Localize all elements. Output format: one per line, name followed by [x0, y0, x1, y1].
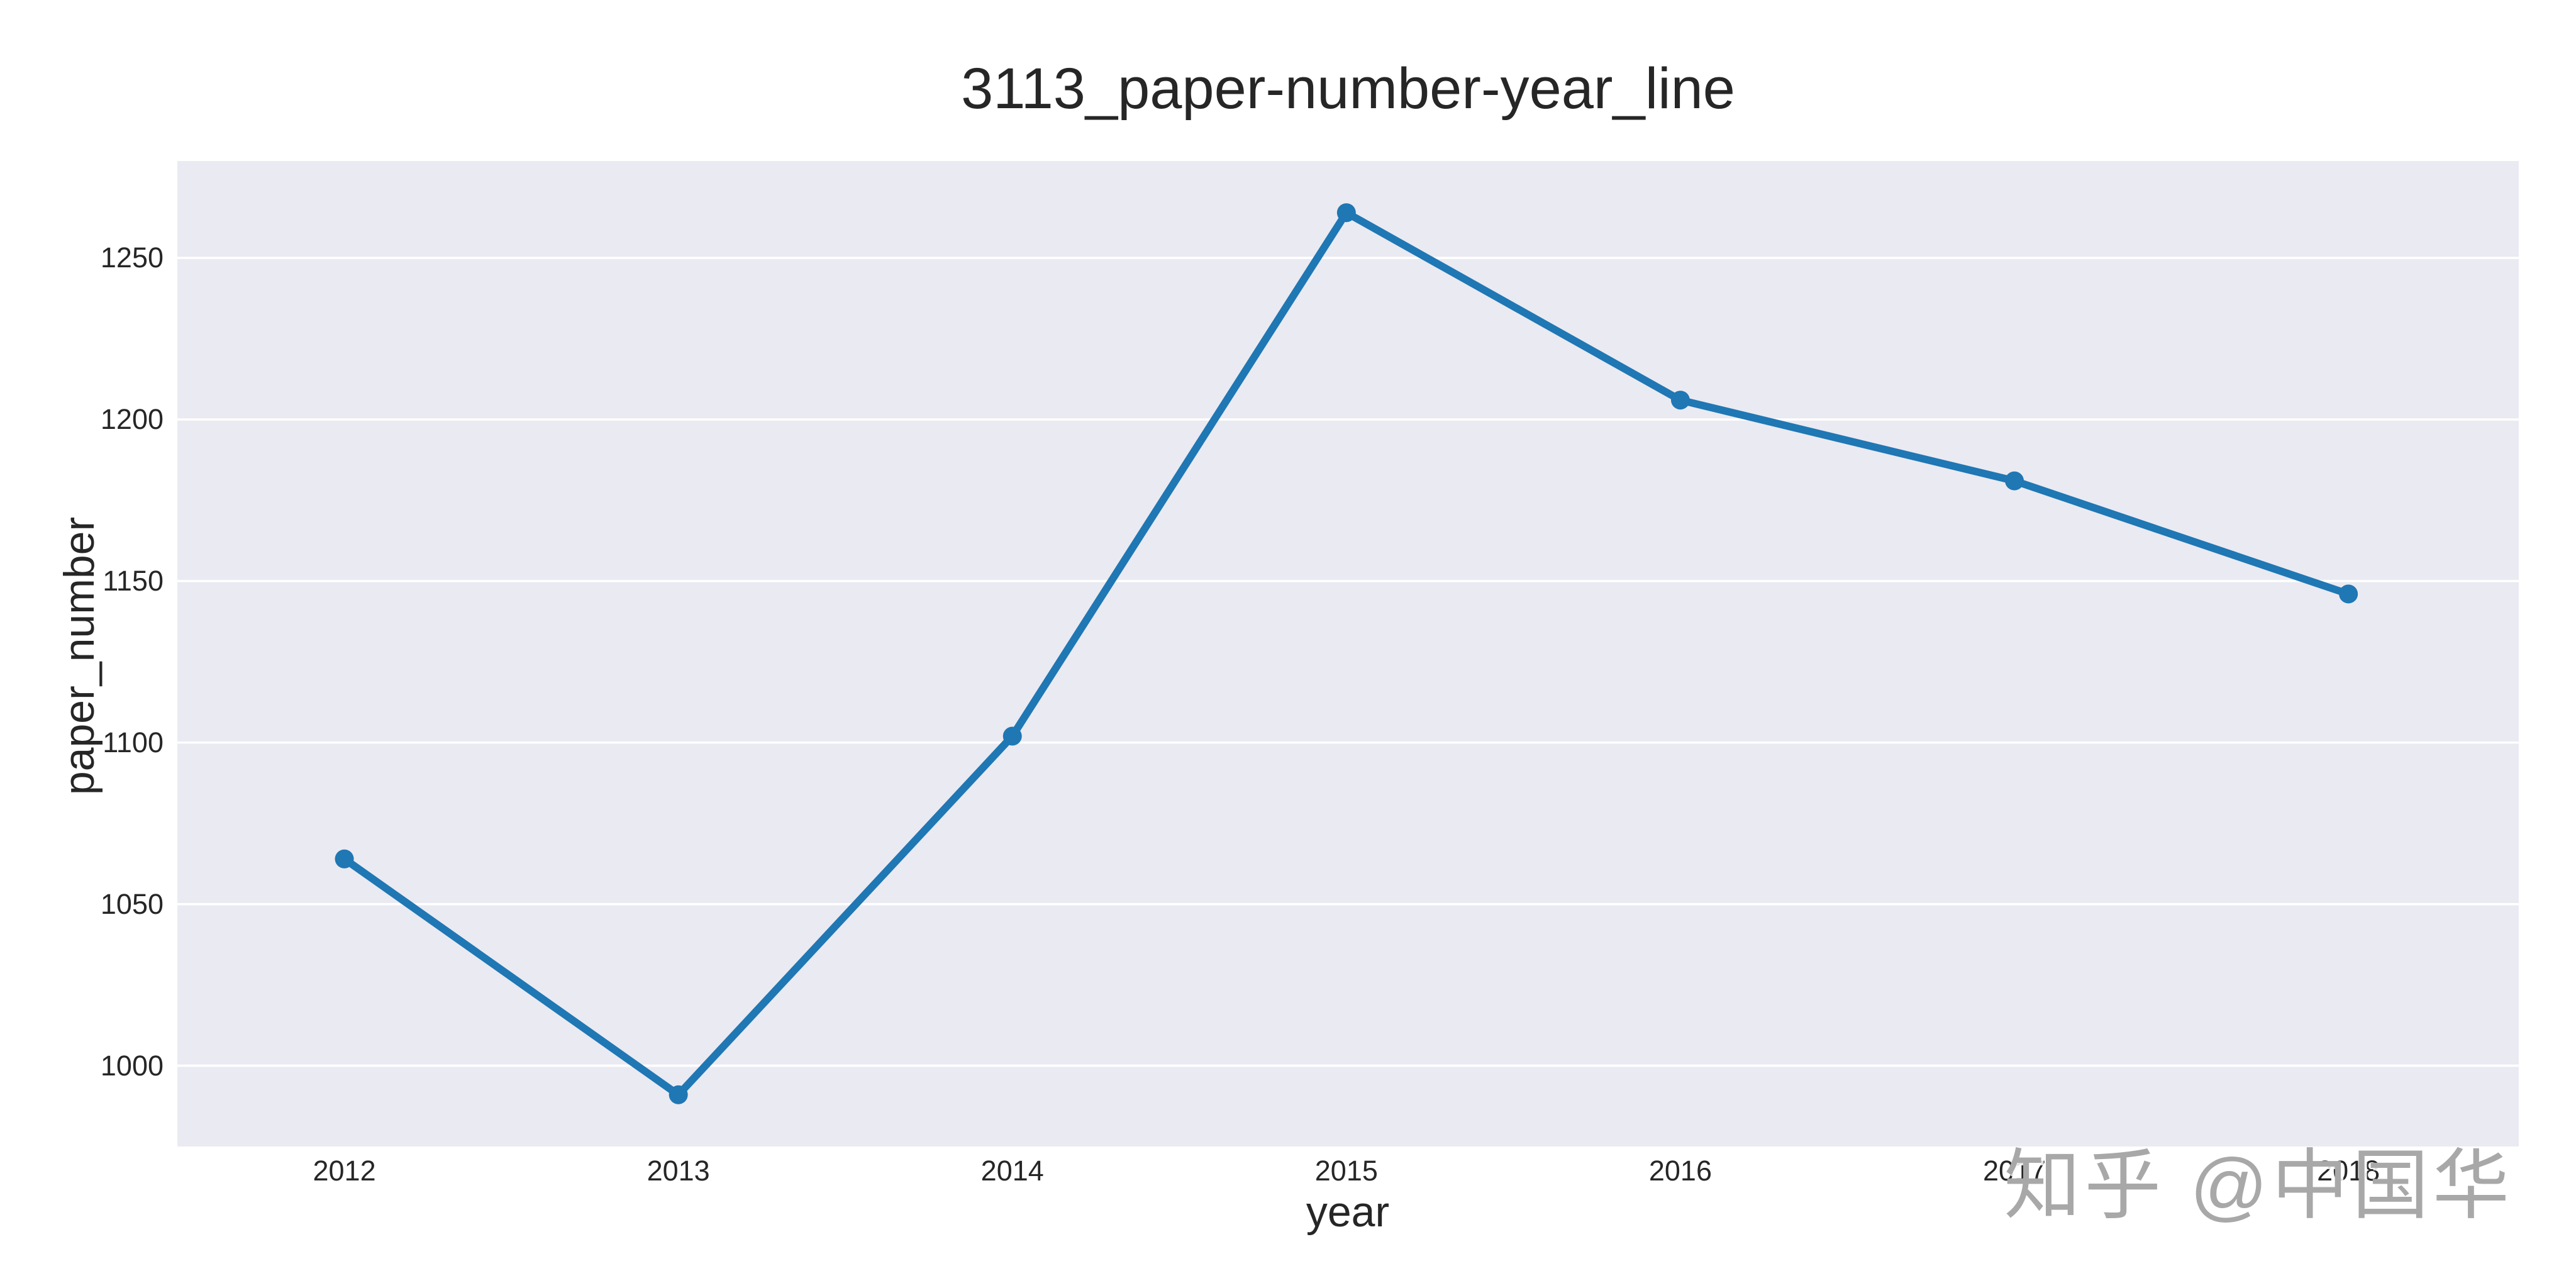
y-tick-label: 1200: [100, 403, 164, 436]
plot-background: [177, 161, 2519, 1146]
x-tick-label: 2017: [1982, 1155, 2046, 1187]
y-tick-label: 1050: [100, 887, 164, 920]
data-point: [1336, 203, 1356, 223]
x-tick-label: 2013: [647, 1155, 710, 1187]
x-tick-label: 2018: [2317, 1155, 2380, 1187]
x-tick-label: 2015: [1314, 1155, 1378, 1187]
y-axis-label: paper_number: [55, 516, 103, 796]
x-tick-label: 2016: [1648, 1155, 1712, 1187]
data-point: [335, 849, 354, 869]
chart-title: 3113_paper-number-year_line: [961, 57, 1735, 121]
y-tick-label: 1000: [100, 1049, 164, 1082]
y-tick-label: 1250: [100, 242, 164, 274]
data-point: [669, 1085, 688, 1104]
y-tick-label: 1150: [103, 564, 164, 597]
x-tick-label: 2014: [980, 1155, 1044, 1187]
y-tick-label: 1100: [103, 726, 164, 758]
data-point: [1002, 726, 1022, 746]
data-point: [2339, 584, 2358, 604]
x-axis-label: year: [1306, 1188, 1390, 1236]
data-point: [2005, 471, 2024, 491]
gridlines: [177, 257, 2519, 1067]
data-point: [1670, 391, 1690, 410]
data-markers: [335, 203, 2358, 1104]
watermark: 知乎 @中国华: [2004, 1143, 2513, 1228]
x-tick-label: 2012: [313, 1155, 376, 1187]
